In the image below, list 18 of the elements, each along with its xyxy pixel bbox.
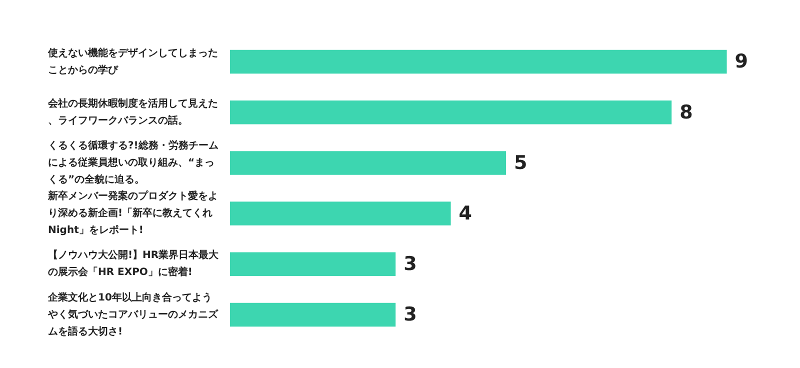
- bar: [230, 302, 396, 327]
- data-label: 5: [514, 152, 528, 174]
- y-tick-label: くるくる循環する?!総務・労務チームによる従業員想いの取り組み、“まっくる”の全貌に迫る。: [48, 140, 218, 186]
- y-tick-label: 会社の長期休暇制度を活用して見えた、ライフワークバランスの話。: [47, 97, 218, 126]
- bar: [230, 252, 396, 276]
- data-label: 3: [404, 253, 417, 276]
- bar: [230, 151, 506, 175]
- data-label: 8: [680, 101, 693, 124]
- y-tick-label: 【ノウハウ大公開!】HR業界日本最大の展示会「HR EXPO」に密着!: [48, 249, 220, 278]
- data-label: 9: [734, 50, 748, 73]
- y-tick-label: 使えない機能をデザインしてしまったことからの学び: [47, 46, 218, 76]
- data-label: 4: [458, 202, 472, 224]
- bar: [230, 202, 451, 226]
- y-tick-label: 企業文化と10年以上向き合ってようやく気づいたコアバリューのメカニズムを語る大切さ!: [47, 291, 219, 338]
- bar: [230, 100, 672, 124]
- data-label: 3: [404, 304, 417, 326]
- bar: [230, 50, 727, 74]
- y-tick-label: 新卒メンバー発案のプロダクト愛をより深める新企画!「新卒に教えてくれNight」をレポート!: [47, 190, 218, 236]
